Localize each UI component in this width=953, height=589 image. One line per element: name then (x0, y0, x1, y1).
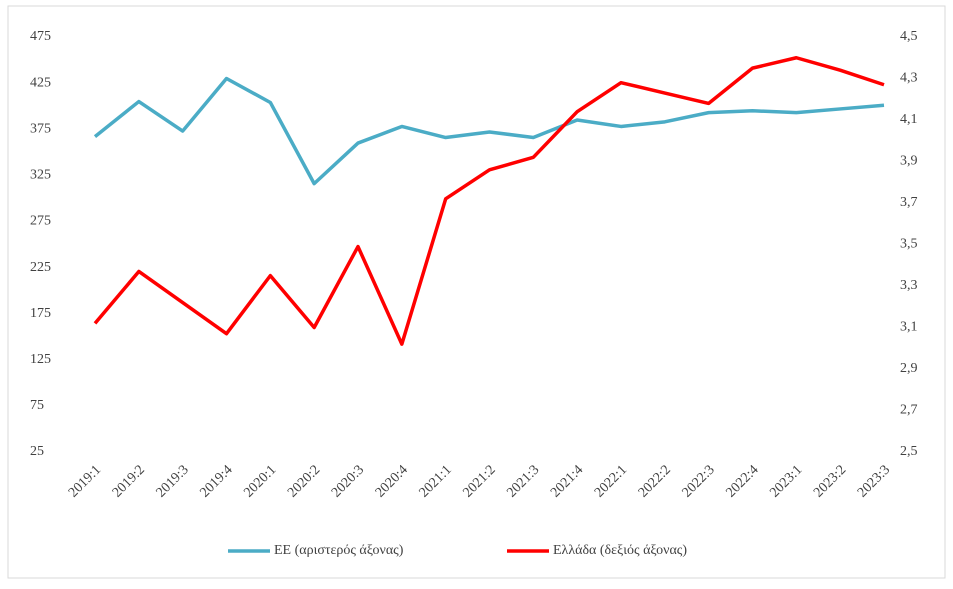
series-line (93, 76, 885, 186)
y-tick-label: 125 (30, 352, 51, 367)
y-tick-label: 275 (30, 214, 51, 229)
y-tick-label: 325 (30, 168, 51, 183)
y2-tick-label: 4,1 (900, 112, 918, 127)
legend-label: ΕΕ (αριστερός άξονας) (274, 543, 404, 558)
y2-tick-label: 3,5 (900, 237, 918, 252)
y-tick-label: 425 (30, 75, 51, 90)
y-tick-label: 375 (30, 121, 51, 136)
y-tick-label: 75 (30, 398, 44, 413)
y2-tick-label: 3,1 (900, 320, 918, 335)
series-line (93, 56, 885, 346)
chart-border (7, 5, 946, 579)
y2-tick-label: 4,3 (900, 71, 918, 86)
y-tick-label: 475 (30, 29, 51, 44)
y-tick-label: 25 (30, 444, 44, 459)
y2-tick-label: 2,9 (900, 361, 918, 376)
y2-tick-label: 2,5 (900, 444, 918, 459)
y2-tick-label: 3,9 (900, 154, 918, 169)
y-tick-label: 225 (30, 260, 51, 275)
y2-tick-label: 3,7 (900, 195, 918, 210)
y2-tick-label: 2,7 (900, 403, 918, 418)
legend-label: Ελλάδα (δεξιός άξονας) (553, 543, 687, 558)
y-tick-label: 175 (30, 306, 51, 321)
y2-tick-label: 4,5 (900, 29, 918, 44)
y2-tick-label: 3,3 (900, 278, 918, 293)
